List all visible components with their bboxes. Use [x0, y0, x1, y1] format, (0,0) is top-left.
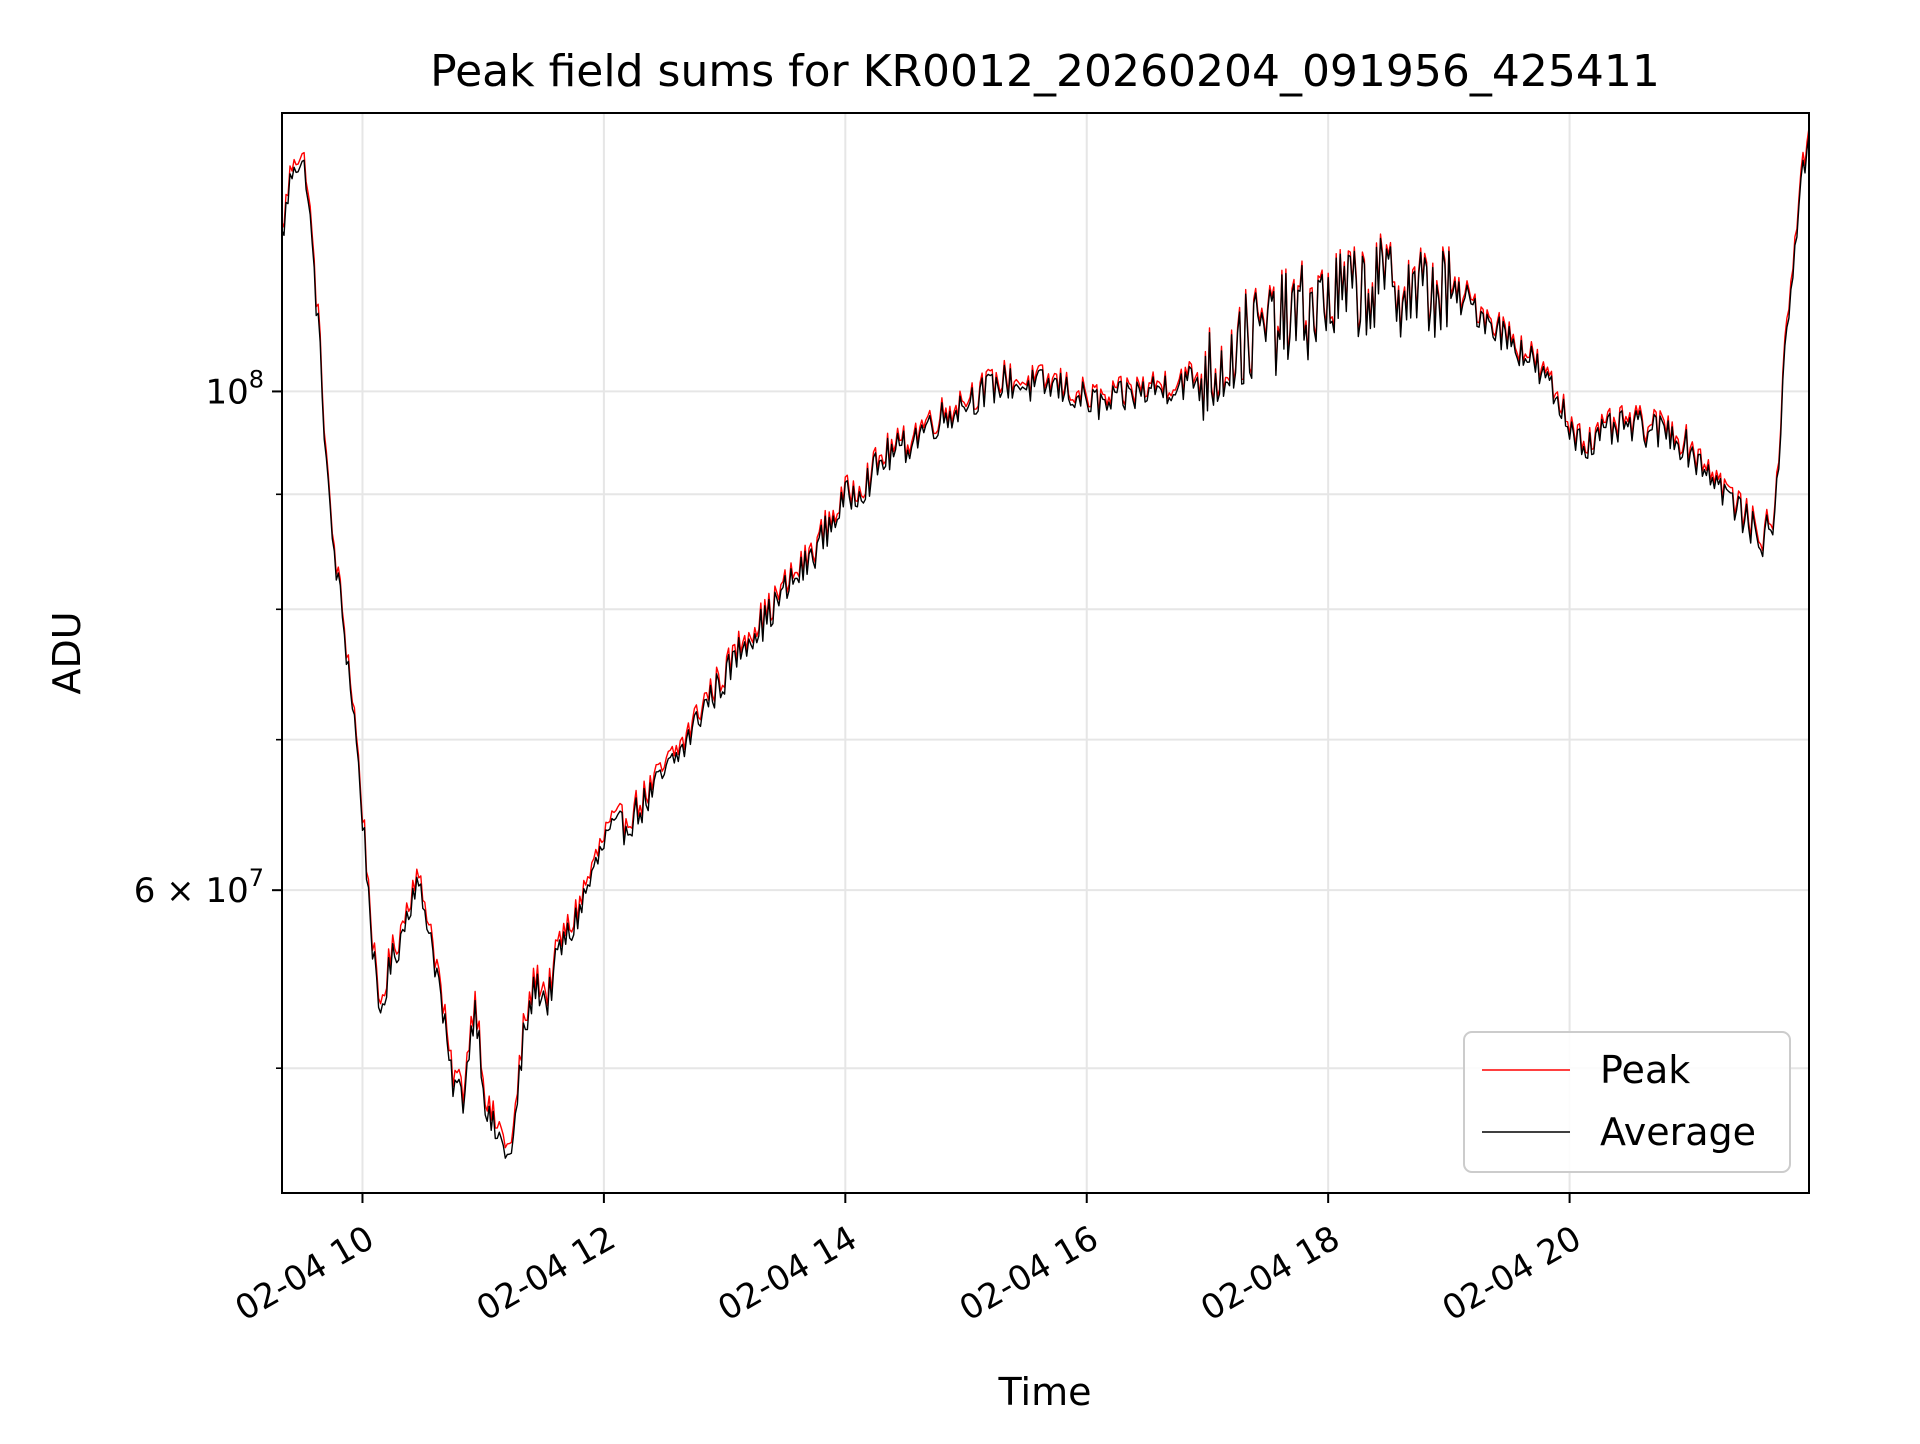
- legend-box: [1463, 1031, 1791, 1173]
- y-tick-label: 6 × 107: [134, 864, 264, 911]
- x-axis-label: Time: [998, 1370, 1092, 1414]
- y-tick-label-mantissa: 6 × 10: [134, 871, 249, 911]
- legend: Peak Average: [1463, 1031, 1791, 1173]
- series-lines: [281, 127, 1810, 1159]
- y-tick-label-exponent: 8: [249, 365, 264, 393]
- y-axis-label: ADU: [45, 611, 89, 694]
- chart-title: Peak field sums for KR0012_20260204_0919…: [430, 46, 1660, 97]
- legend-label-peak: Peak: [1600, 1048, 1690, 1092]
- grid-lines: [282, 113, 1809, 1193]
- plot-frame: [281, 112, 1810, 1194]
- y-tick-label: 108: [205, 365, 264, 412]
- series-line-average: [281, 135, 1810, 1159]
- series-line-peak: [281, 127, 1810, 1149]
- legend-label-average: Average: [1600, 1110, 1756, 1154]
- y-tick-label-exponent: 7: [249, 864, 264, 892]
- y-axis-ticks: 6 × 107 108: [134, 365, 282, 1069]
- y-tick-label-mantissa: 10: [205, 372, 248, 412]
